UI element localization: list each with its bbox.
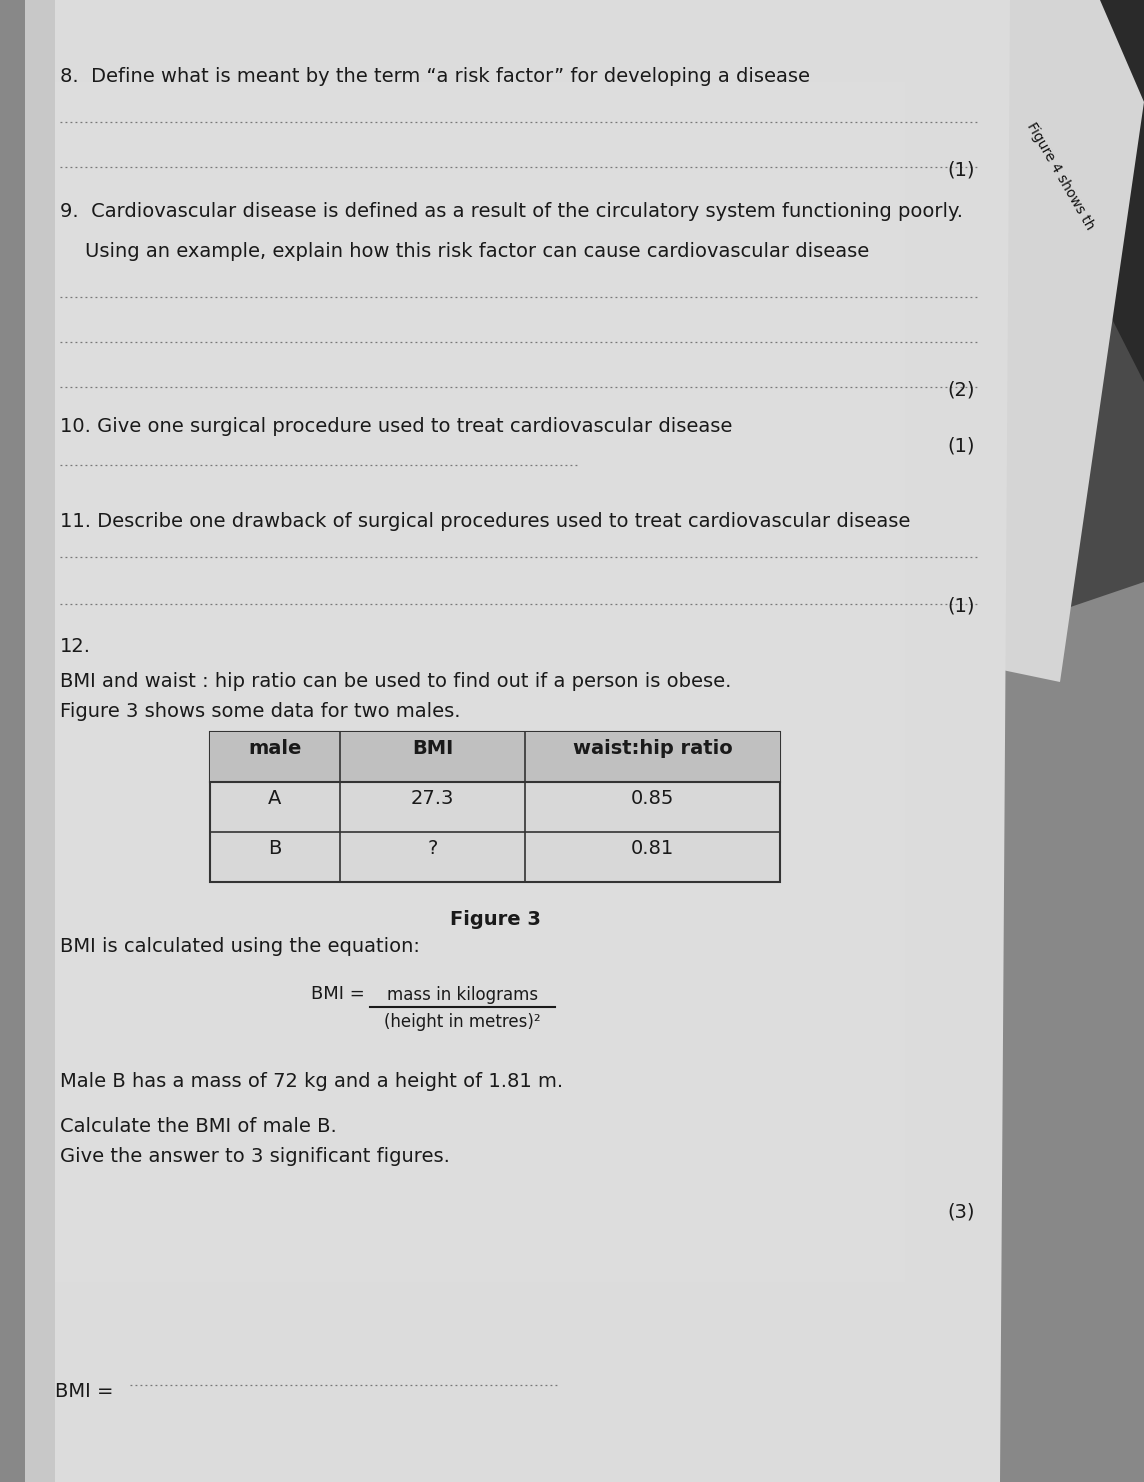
Bar: [55, 82, 905, 1282]
Text: BMI =: BMI =: [55, 1383, 120, 1400]
Text: Male B has a mass of 72 kg and a height of 1.81 m.: Male B has a mass of 72 kg and a height …: [59, 1071, 563, 1091]
Text: A: A: [269, 790, 281, 809]
Text: (1): (1): [947, 160, 975, 179]
Polygon shape: [700, 0, 1144, 682]
Text: mass in kilograms: mass in kilograms: [387, 986, 538, 1003]
Bar: [210, 732, 780, 782]
Text: BMI and waist : hip ratio can be used to find out if a person is obese.: BMI and waist : hip ratio can be used to…: [59, 671, 731, 691]
Text: ?: ?: [428, 839, 438, 858]
Text: (1): (1): [947, 437, 975, 456]
Text: BMI: BMI: [412, 740, 453, 759]
Text: waist:hip ratio: waist:hip ratio: [573, 740, 732, 759]
Text: 9.  Cardiovascular disease is defined as a result of the circulatory system func: 9. Cardiovascular disease is defined as …: [59, 202, 963, 221]
Text: BMI =: BMI =: [311, 986, 365, 1003]
Text: 11. Describe one drawback of surgical procedures used to treat cardiovascular di: 11. Describe one drawback of surgical pr…: [59, 511, 911, 531]
Text: (height in metres)²: (height in metres)²: [384, 1014, 541, 1031]
Text: 10. Give one surgical procedure used to treat cardiovascular disease: 10. Give one surgical procedure used to …: [59, 416, 732, 436]
Polygon shape: [25, 0, 1010, 1482]
Text: BMI is calculated using the equation:: BMI is calculated using the equation:: [59, 937, 420, 956]
Text: (2): (2): [947, 379, 975, 399]
Bar: [210, 732, 780, 882]
Text: 27.3: 27.3: [411, 790, 454, 809]
Polygon shape: [950, 0, 1144, 382]
Text: 0.81: 0.81: [630, 839, 674, 858]
Text: Figure 3: Figure 3: [450, 910, 540, 929]
Text: (1): (1): [947, 597, 975, 617]
Text: 12.: 12.: [59, 637, 92, 657]
Text: Figure 4 shows th: Figure 4 shows th: [1024, 120, 1096, 233]
Text: B: B: [269, 839, 281, 858]
Text: (3): (3): [947, 1202, 975, 1221]
Text: Calculate the BMI of male B.: Calculate the BMI of male B.: [59, 1117, 336, 1137]
Text: Give the answer to 3 significant figures.: Give the answer to 3 significant figures…: [59, 1147, 450, 1166]
Text: 8.  Define what is meant by the term “a risk factor” for developing a disease: 8. Define what is meant by the term “a r…: [59, 67, 810, 86]
Polygon shape: [25, 0, 55, 1482]
Text: male: male: [248, 740, 302, 759]
Polygon shape: [800, 0, 1144, 682]
Text: 0.85: 0.85: [630, 790, 674, 809]
Text: Using an example, explain how this risk factor can cause cardiovascular disease: Using an example, explain how this risk …: [59, 242, 869, 261]
Text: Figure 3 shows some data for two males.: Figure 3 shows some data for two males.: [59, 702, 461, 722]
